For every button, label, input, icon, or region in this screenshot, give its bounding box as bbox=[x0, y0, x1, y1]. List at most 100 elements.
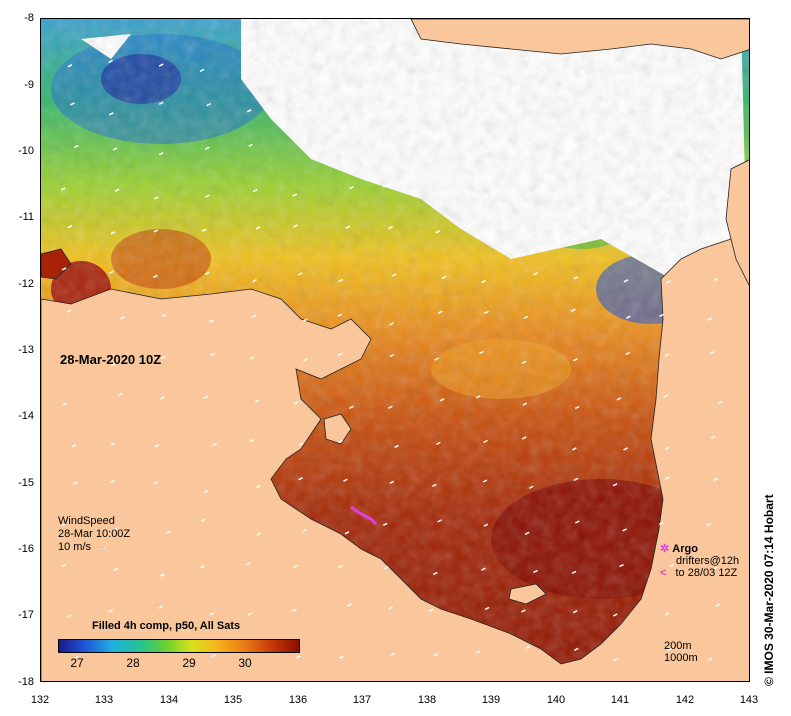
wind-arrow bbox=[485, 149, 490, 153]
wind-arrow bbox=[256, 484, 261, 489]
wind-arrow bbox=[435, 230, 441, 234]
wind-arrow bbox=[154, 444, 160, 448]
wind-arrow bbox=[338, 278, 344, 283]
wind-arrow bbox=[161, 355, 166, 360]
wind-arrow bbox=[612, 483, 618, 487]
land-cape-york bbox=[725, 159, 749, 286]
wind-arrow bbox=[523, 57, 528, 61]
wind-arrow bbox=[571, 570, 577, 575]
wind-arrow bbox=[153, 481, 159, 485]
y-tick-label: -10 bbox=[18, 145, 34, 157]
wind-arrow bbox=[345, 57, 351, 61]
wind-arrow bbox=[113, 567, 119, 572]
wind-arrow bbox=[571, 237, 577, 241]
wind-arrow bbox=[713, 277, 719, 282]
wind-arrow bbox=[707, 317, 712, 321]
depth-1000-label: 1000m bbox=[664, 652, 698, 664]
wind-arrow bbox=[74, 144, 79, 149]
wind-arrow bbox=[110, 363, 116, 367]
wind-arrow bbox=[255, 226, 261, 230]
wind-arrow bbox=[438, 58, 443, 62]
wind-arrow bbox=[389, 322, 394, 326]
wind-arrow bbox=[248, 143, 254, 147]
land-australia bbox=[41, 229, 749, 681]
wind-arrow bbox=[256, 532, 262, 536]
sst-map-canvas bbox=[41, 19, 749, 681]
wind-arrow bbox=[573, 647, 579, 652]
credit-label: © IMOS 30-Mar-2020 07:14 Hobart bbox=[762, 494, 776, 686]
drifters-date: to 28/03 12Z bbox=[675, 567, 738, 579]
wind-arrow bbox=[212, 442, 217, 447]
wind-arrow bbox=[625, 351, 630, 356]
wind-arrow bbox=[484, 310, 489, 315]
wind-arrow bbox=[389, 480, 395, 484]
wind-arrow bbox=[384, 566, 389, 570]
wind-arrow bbox=[710, 350, 715, 355]
wind-arrow bbox=[295, 103, 301, 107]
wind-arrow bbox=[109, 270, 114, 274]
wind-arrow bbox=[67, 614, 72, 618]
wind-arrow bbox=[569, 182, 574, 187]
wind-arrow bbox=[571, 447, 577, 451]
wind-arrow bbox=[612, 613, 618, 617]
wind-arrow bbox=[201, 228, 207, 232]
wind-arrow bbox=[664, 612, 670, 616]
x-tick-label: 135 bbox=[223, 694, 243, 706]
wind-arrow bbox=[618, 99, 624, 103]
x-tick-label: 134 bbox=[159, 694, 179, 706]
argo-entry: ✲ Argo bbox=[660, 543, 739, 555]
wind-arrow bbox=[158, 152, 164, 156]
wind-arrow bbox=[153, 229, 159, 233]
wind-arrow bbox=[109, 112, 114, 116]
wind-arrow bbox=[252, 188, 258, 193]
wind-arrow bbox=[666, 280, 671, 284]
wind-arrow bbox=[251, 314, 257, 318]
x-tick-label: 142 bbox=[675, 694, 695, 706]
wind-arrow bbox=[482, 63, 488, 67]
wind-arrow bbox=[343, 478, 348, 482]
wind-arrow bbox=[484, 606, 490, 611]
wind-arrow bbox=[713, 566, 718, 570]
wind-arrow bbox=[245, 562, 251, 566]
wind-arrow bbox=[302, 528, 308, 533]
wind-arrow bbox=[432, 483, 437, 487]
wind-arrow bbox=[388, 606, 393, 610]
wind-arrow bbox=[439, 398, 445, 402]
wind-arrow bbox=[481, 567, 486, 571]
colorbar-tick-label: 28 bbox=[126, 656, 140, 670]
wind-arrow bbox=[67, 225, 73, 229]
land-outline bbox=[41, 248, 72, 280]
map-date-label: 28-Mar-2020 10Z bbox=[60, 352, 162, 367]
wind-arrow bbox=[531, 107, 536, 111]
wind-arrow bbox=[666, 193, 671, 198]
wind-arrow bbox=[433, 653, 439, 657]
wind-arrow bbox=[483, 103, 488, 108]
wind-arrow bbox=[62, 402, 68, 406]
wind-arrow bbox=[658, 521, 664, 526]
wind-arrow bbox=[112, 147, 118, 151]
wind-arrow bbox=[203, 490, 209, 494]
wind-legend: WindSpeed 28-Mar 10:00Z 10 m/s → bbox=[58, 515, 130, 554]
wind-arrow bbox=[249, 356, 255, 360]
wind-arrow bbox=[160, 396, 165, 400]
wind-arrow bbox=[573, 477, 579, 481]
wind-arrow bbox=[528, 485, 534, 489]
wind-arrow bbox=[708, 153, 714, 158]
wind-scale-label: 10 m/s bbox=[58, 541, 92, 553]
wind-arrow bbox=[153, 196, 159, 200]
wind-arrow bbox=[715, 603, 721, 607]
wind-arrow bbox=[483, 523, 489, 527]
wind-arrow bbox=[74, 655, 79, 659]
wind-arrow bbox=[201, 518, 206, 522]
wind-arrow bbox=[158, 63, 164, 67]
wind-arrow bbox=[437, 519, 442, 523]
wind-arrow bbox=[71, 444, 77, 448]
wind-arrow bbox=[710, 435, 716, 439]
wind-arrow bbox=[669, 563, 675, 568]
wind-arrow bbox=[389, 353, 395, 358]
wind-arrow bbox=[435, 101, 440, 105]
wind-arrow bbox=[528, 140, 534, 145]
wind-arrow bbox=[204, 271, 210, 275]
wind-arrow bbox=[389, 59, 395, 63]
wind-arrow bbox=[298, 442, 304, 446]
